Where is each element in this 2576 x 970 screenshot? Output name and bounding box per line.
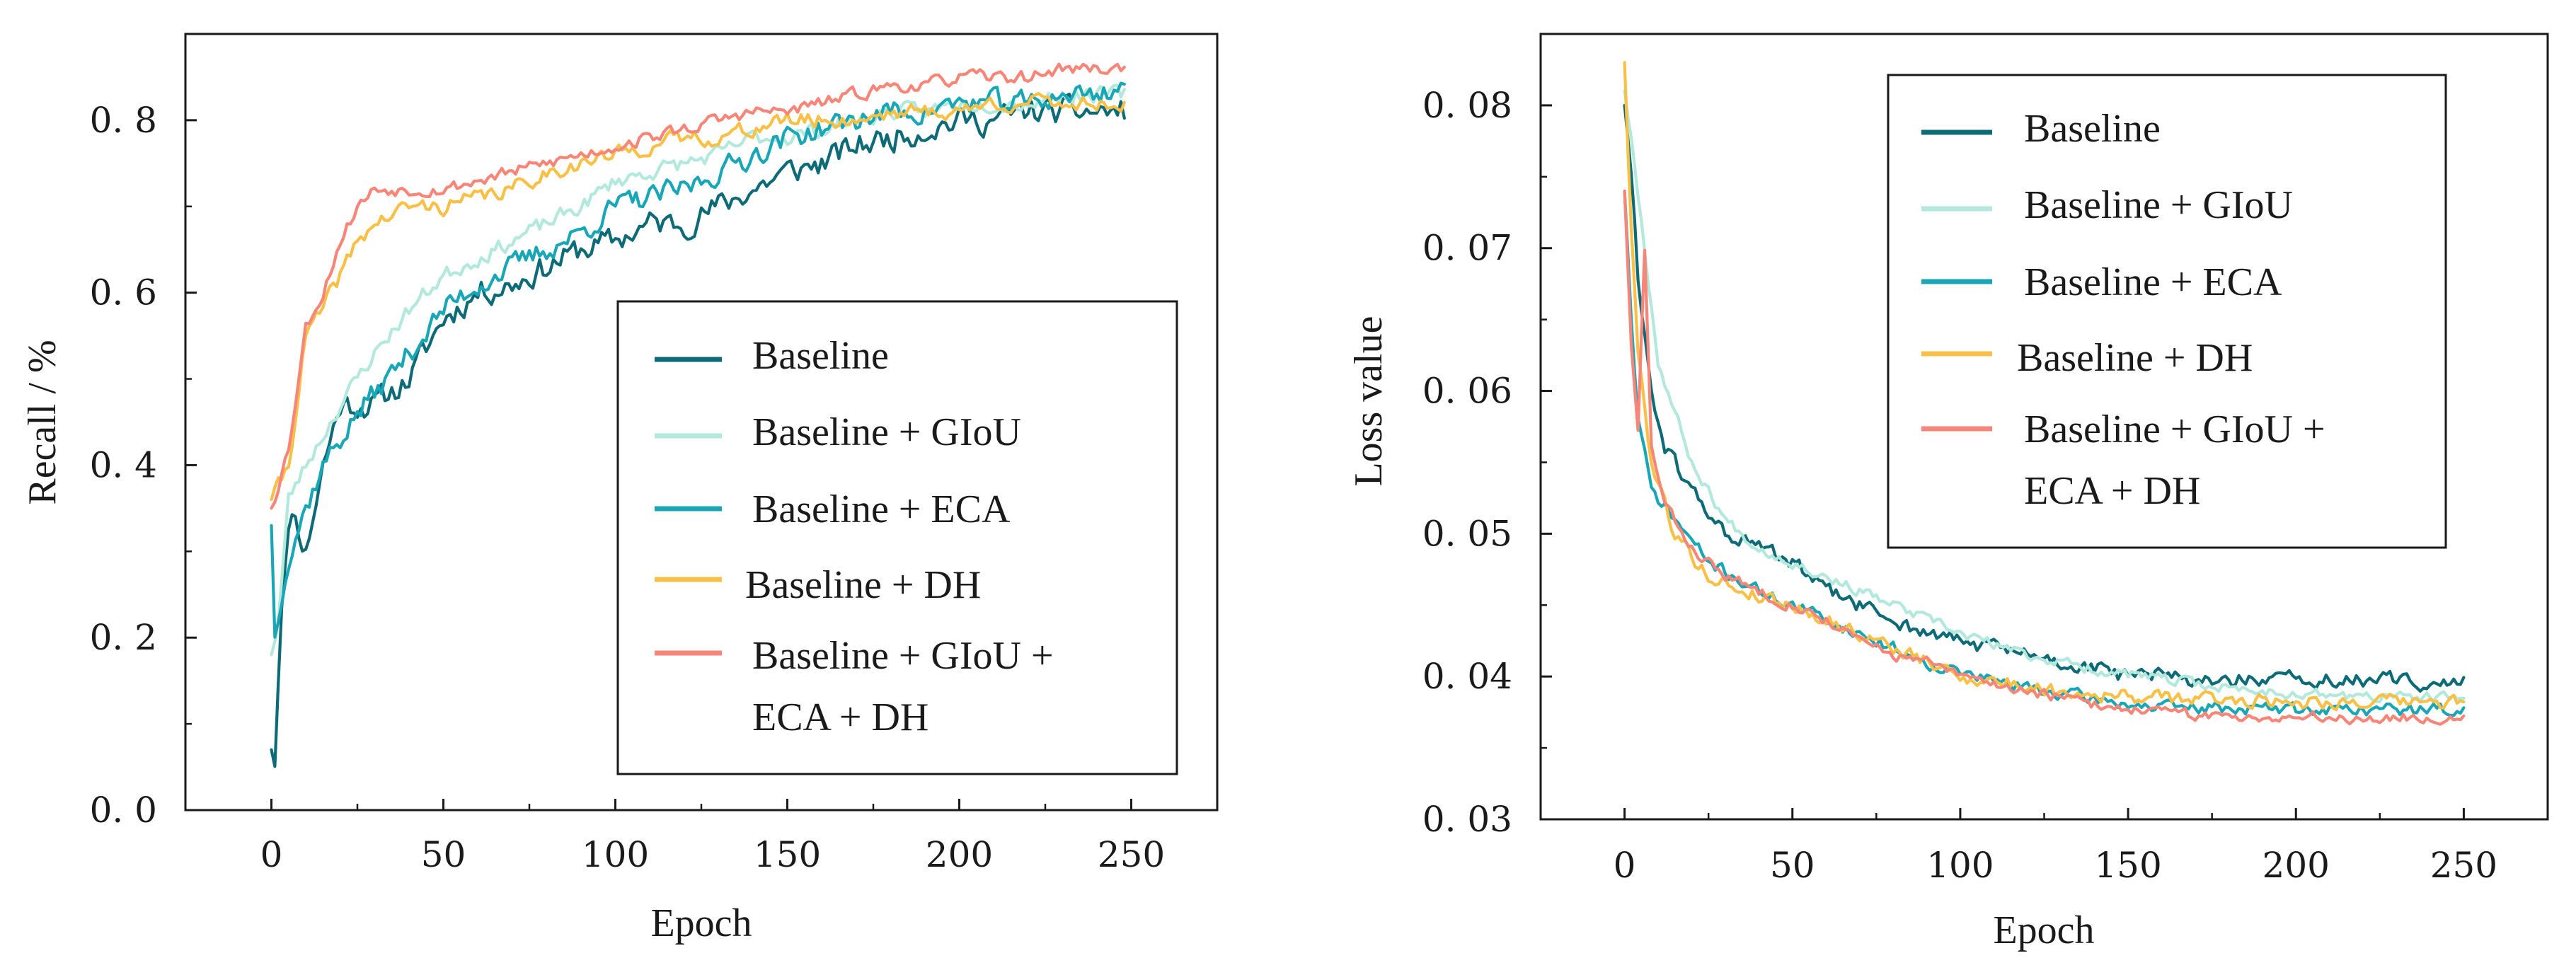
recall-y-tick-label: 0. 4 xyxy=(90,444,157,485)
loss-series-giou xyxy=(1623,89,2466,704)
recall-legend-entry-baseline: Baseline xyxy=(655,334,889,378)
recall-y-ticks: 0. 0 0. 2 0. 4 0. 6 0. 8 xyxy=(90,100,197,831)
legend-label-dh: Baseline + DH xyxy=(2017,336,2253,380)
legend-label-all-line1: Baseline + GIoU + xyxy=(752,634,1054,678)
loss-x-axis-title: Epoch xyxy=(1993,908,2094,952)
legend-label-dh: Baseline + DH xyxy=(745,563,981,607)
recall-series-all xyxy=(270,62,1126,510)
loss-legend-entry-giou: Baseline + GIoU xyxy=(1921,183,2293,227)
legend-label-all-line2: ECA + DH xyxy=(2024,469,2200,513)
loss-y-tick-label: 0. 04 xyxy=(1422,656,1512,697)
recall-x-tick-label: 200 xyxy=(926,834,993,875)
loss-legend-entry-baseline: Baseline xyxy=(1921,107,2161,151)
legend-label-giou: Baseline + GIoU xyxy=(2024,183,2293,227)
recall-legend-entry-all: Baseline + GIoU + ECA + DH xyxy=(655,634,1054,739)
legend-label-all-line1: Baseline + GIoU + xyxy=(2024,408,2325,451)
loss-x-tick-label: 100 xyxy=(1926,845,1994,886)
recall-y-tick-label: 0. 6 xyxy=(90,272,157,313)
loss-y-tick-label: 0. 06 xyxy=(1422,371,1512,412)
loss-x-tick-label: 50 xyxy=(1770,845,1815,886)
loss-series-baseline xyxy=(1623,103,2466,693)
loss-chart: 0. 03 0. 04 0. 05 0. 06 0. 07 0. 08 0 50 100 150… xyxy=(1347,33,2549,952)
recall-chart: 0. 0 0. 2 0. 4 0. 6 0. 8 0 50 100 150 200 250 Epo… xyxy=(21,33,1219,945)
loss-y-tick-label: 0. 03 xyxy=(1422,799,1512,840)
loss-y-tick-label: 0. 05 xyxy=(1422,513,1512,554)
recall-y-tick-label: 0. 0 xyxy=(90,790,157,831)
loss-legend-entry-dh: Baseline + DH xyxy=(1921,336,2253,380)
loss-y-ticks: 0. 03 0. 04 0. 05 0. 06 0. 07 0. 08 xyxy=(1422,85,1552,840)
loss-x-tick-label: 250 xyxy=(2430,845,2497,886)
legend-label-giou: Baseline + GIoU xyxy=(752,410,1021,454)
loss-legend: Baseline Baseline + GIoU Baseline + ECA … xyxy=(1887,74,2447,549)
recall-x-tick-label: 50 xyxy=(421,834,466,875)
recall-x-tick-label: 150 xyxy=(754,834,821,875)
loss-y-axis-title: Loss value xyxy=(1347,316,1391,486)
legend-label-all-line2: ECA + DH xyxy=(752,695,928,739)
recall-x-axis-title: Epoch xyxy=(650,901,752,945)
loss-legend-entry-eca: Baseline + ECA xyxy=(1921,260,2282,304)
recall-legend-entry-dh: Baseline + DH xyxy=(655,563,981,607)
recall-legend: Baseline Baseline + GIoU Baseline + ECA … xyxy=(616,300,1178,775)
recall-y-tick-label: 0. 8 xyxy=(90,100,157,141)
recall-legend-entry-giou: Baseline + GIoU xyxy=(655,410,1021,454)
recall-y-axis-title: Recall / % xyxy=(21,340,64,504)
loss-legend-box xyxy=(1887,74,2447,549)
loss-x-ticks: 0 50 100 150 200 250 xyxy=(1614,808,2497,886)
recall-legend-box xyxy=(616,300,1178,775)
loss-x-tick-label: 200 xyxy=(2262,845,2330,886)
recall-x-tick-label: 250 xyxy=(1098,834,1165,875)
legend-label-eca: Baseline + ECA xyxy=(2024,260,2282,304)
legend-label-eca: Baseline + ECA xyxy=(752,487,1011,531)
legend-label-baseline: Baseline xyxy=(2024,107,2161,151)
recall-series-dh xyxy=(270,91,1126,502)
recall-series-lines xyxy=(270,62,1126,768)
loss-series-all xyxy=(1623,189,2466,726)
recall-y-tick-label: 0. 2 xyxy=(90,617,157,658)
recall-legend-entry-eca: Baseline + ECA xyxy=(655,487,1011,531)
loss-x-tick-label: 150 xyxy=(2094,845,2161,886)
legend-label-baseline: Baseline xyxy=(752,334,889,378)
loss-y-tick-label: 0. 07 xyxy=(1422,228,1512,269)
loss-series-lines xyxy=(1623,61,2466,726)
loss-legend-entry-all: Baseline + GIoU + ECA + DH xyxy=(1921,408,2325,513)
loss-y-tick-label: 0. 08 xyxy=(1422,85,1512,126)
recall-series-baseline xyxy=(270,92,1126,768)
loss-x-tick-label: 0 xyxy=(1614,845,1636,886)
recall-x-tick-label: 0 xyxy=(260,834,283,875)
recall-x-ticks: 0 50 100 150 200 250 xyxy=(260,799,1165,875)
recall-series-eca xyxy=(270,81,1126,639)
recall-x-tick-label: 100 xyxy=(582,834,649,875)
